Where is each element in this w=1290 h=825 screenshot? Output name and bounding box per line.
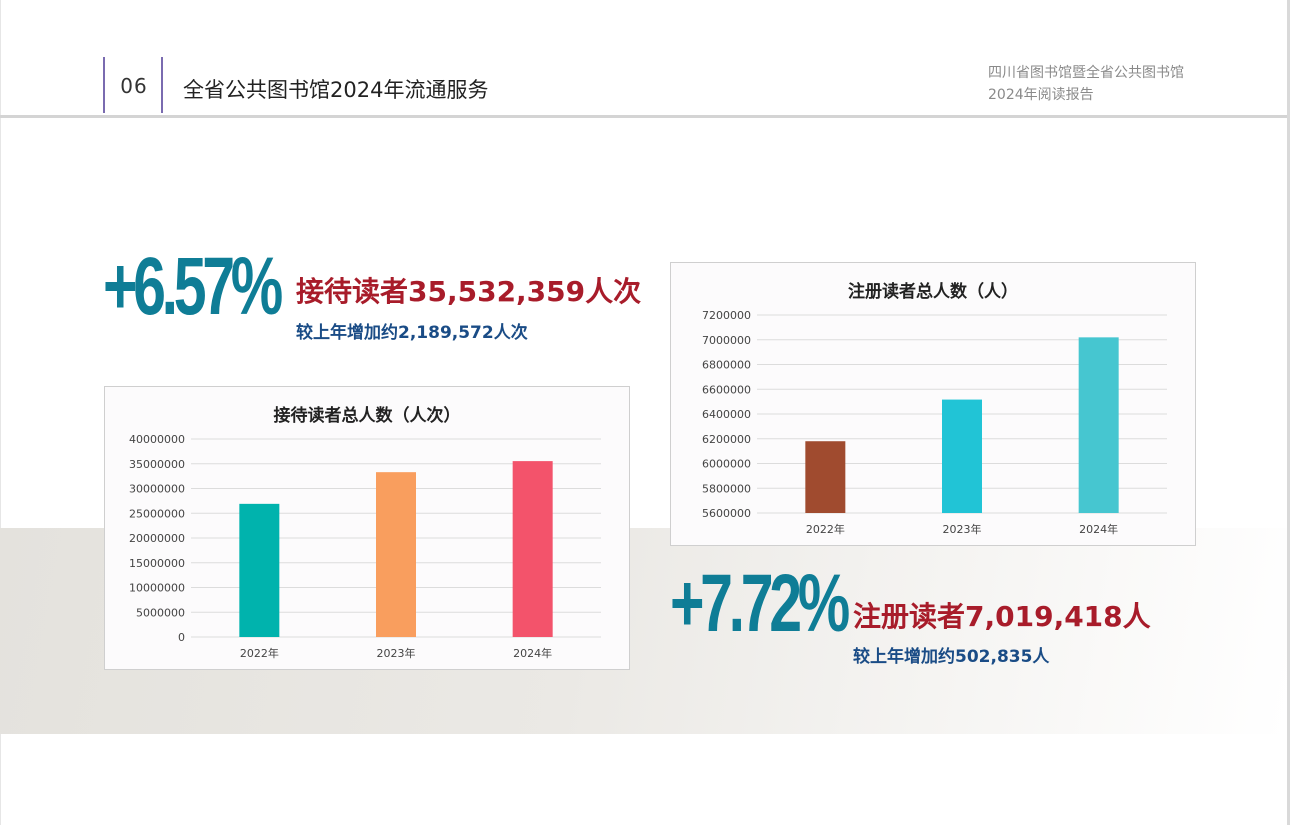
- visitors-chart-title: 接待读者总人数（人次）: [273, 406, 461, 426]
- registered-ytick-label: 7200000: [702, 309, 751, 322]
- visitors-ytick-label: 5000000: [136, 606, 185, 619]
- visitors-subline: 较上年增加约2,189,572人次: [296, 323, 528, 343]
- visitors-ytick-label: 15000000: [129, 557, 185, 570]
- registered-chart: 注册读者总人数（人） 5600000 5800000 6000000 6200000 6…: [670, 262, 1196, 546]
- visitors-bar: [376, 472, 416, 637]
- registered-bar: [942, 399, 982, 513]
- header-divider: [0, 115, 1287, 118]
- visitors-headline: 接待读者35,532,359人次: [296, 275, 642, 308]
- visitors-ytick-label: 30000000: [129, 483, 185, 496]
- report-name-line1: 四川省图书馆暨全省公共图书馆: [988, 65, 1184, 81]
- visitors-ytick-label: 25000000: [129, 507, 185, 520]
- visitors-xtick-label: 2022年: [240, 646, 279, 660]
- registered-headline: 注册读者7,019,418人: [853, 600, 1151, 633]
- registered-xtick-label: 2022年: [806, 522, 845, 536]
- registered-ytick-label: 6200000: [702, 433, 751, 446]
- registered-ytick-label: 6800000: [702, 359, 751, 372]
- visitors-xtick-label: 2024年: [513, 646, 552, 660]
- visitors-percent: +6.57%: [103, 241, 283, 332]
- visitors-chart-plot: 0 5000000 10000000 15000000 20000000 25000000…: [129, 433, 601, 660]
- registered-ytick-label: 5800000: [702, 482, 751, 495]
- report-name-line2: 2024年阅读报告: [988, 87, 1094, 103]
- registered-ytick-label: 6400000: [702, 408, 751, 421]
- visitors-chart: 接待读者总人数（人次） 0 5000000 10000000 15000000 2000…: [104, 386, 630, 670]
- visitors-ytick-label: 35000000: [129, 458, 185, 471]
- visitors-ytick-label: 20000000: [129, 532, 185, 545]
- page-number: 06: [120, 74, 148, 98]
- right-edge: [1287, 0, 1290, 825]
- page-number-box: [103, 55, 163, 115]
- registered-ytick-label: 7000000: [702, 334, 751, 347]
- registered-ytick-label: 6600000: [702, 383, 751, 396]
- registered-bar: [805, 441, 846, 513]
- visitors-ytick-label: 10000000: [129, 582, 185, 595]
- visitors-bar: [512, 461, 553, 637]
- registered-subline: 较上年增加约502,835人: [853, 647, 1050, 667]
- registered-xtick-label: 2024年: [1079, 522, 1118, 536]
- registered-ytick-label: 6000000: [702, 458, 751, 471]
- registered-ytick-label: 5600000: [702, 507, 751, 520]
- registered-bar: [1078, 337, 1119, 513]
- registered-chart-title: 注册读者总人数（人）: [848, 282, 1018, 302]
- visitors-ytick-label: 40000000: [129, 433, 185, 446]
- visitors-bar: [239, 503, 280, 637]
- visitors-xtick-label: 2023年: [377, 646, 416, 660]
- visitors-ytick-label: 0: [178, 631, 185, 644]
- page-title: 全省公共图书馆2024年流通服务: [183, 78, 489, 102]
- registered-percent: +7.72%: [670, 558, 850, 649]
- left-edge: [0, 0, 1, 825]
- registered-chart-plot: 5600000 5800000 6000000 6200000 6400000 66000…: [702, 309, 1167, 536]
- registered-xtick-label: 2023年: [943, 522, 982, 536]
- report-name: 四川省图书馆暨全省公共图书馆 2024年阅读报告: [988, 62, 1184, 106]
